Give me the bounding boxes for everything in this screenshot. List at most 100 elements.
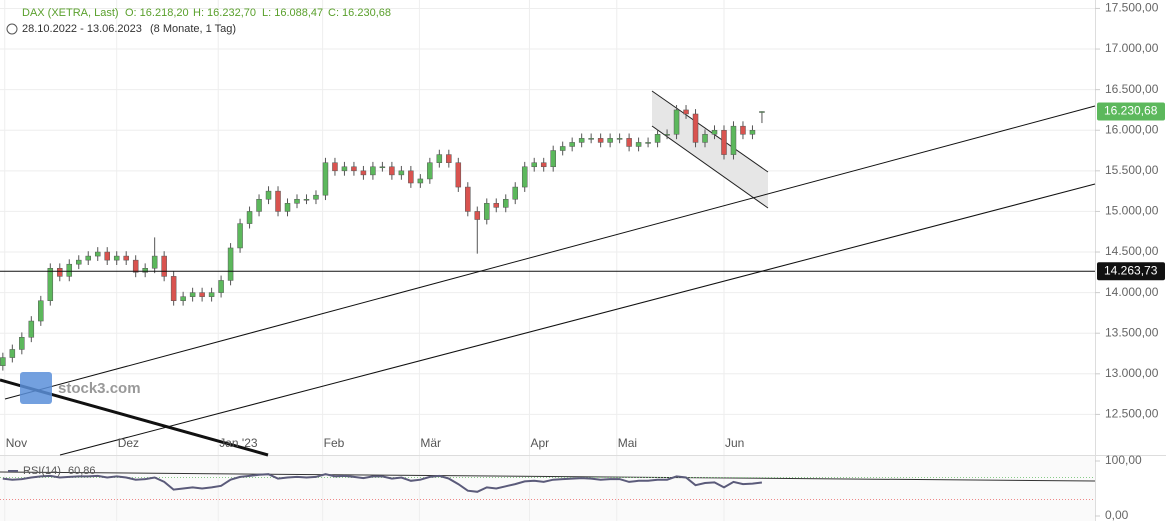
- y-tick-label: 13.000,00: [1105, 366, 1159, 380]
- candle-body: [189, 292, 196, 297]
- candle-body: [654, 134, 661, 143]
- candle-body: [635, 142, 642, 147]
- rsi-tick-label: 100,00: [1105, 453, 1142, 467]
- candle-body: [740, 125, 746, 135]
- candle-body: [85, 255, 91, 261]
- candle-body: [597, 138, 604, 143]
- trend-line: [651, 90, 769, 173]
- candle-body: [76, 259, 82, 265]
- candle-body: [465, 186, 471, 212]
- x-tick-label: Mär: [420, 436, 441, 450]
- y-tick-label: 16.500,00: [1105, 82, 1159, 96]
- candle-body: [199, 292, 205, 297]
- candle-body: [161, 255, 167, 277]
- candle-body: [427, 162, 433, 180]
- candle-body: [360, 170, 367, 176]
- y-tick-label: 17.500,00: [1105, 1, 1159, 15]
- candle-body: [673, 109, 680, 135]
- candle-body: [0, 357, 6, 366]
- candle-body: [170, 276, 177, 301]
- x-tick-label: Nov: [6, 436, 27, 450]
- last-price-box: [1097, 102, 1165, 121]
- candle-body: [94, 251, 101, 257]
- candle-body: [104, 251, 110, 261]
- candle-body: [559, 146, 566, 151]
- candle-body: [702, 134, 708, 143]
- rsi-tick-label: 0,00: [1105, 508, 1129, 521]
- candle-body: [294, 198, 300, 204]
- candle-body: [521, 166, 528, 188]
- trend-line: [651, 125, 769, 209]
- candle-body: [332, 162, 338, 172]
- watermark: stock3.com: [58, 380, 141, 397]
- candle-body: [284, 203, 291, 212]
- header-range: 28.10.2022 - 13.06.2023: [22, 23, 142, 35]
- y-tick-label: 12.500,00: [1105, 407, 1159, 421]
- x-tick-label: Feb: [324, 436, 345, 450]
- header-low: L: 16.088,47: [262, 7, 323, 19]
- x-tick-label: Dez: [118, 436, 139, 450]
- candle-body: [683, 109, 689, 115]
- candle-body: [502, 198, 509, 208]
- candle-body: [531, 162, 537, 168]
- candle-body: [692, 113, 699, 143]
- candle-body: [66, 263, 73, 277]
- candle-body: [227, 247, 234, 281]
- candle-body: [237, 223, 243, 249]
- candle-body: [645, 142, 651, 144]
- candle-body: [208, 292, 215, 297]
- rsi-last: 60,86: [68, 465, 96, 477]
- candle-body: [303, 198, 310, 201]
- candle-body: [28, 320, 35, 338]
- candle-body: [446, 154, 452, 163]
- header-open: O: 16.218,20: [125, 7, 189, 19]
- candle-body: [664, 134, 670, 136]
- candle-body: [132, 259, 139, 273]
- x-tick-label: Jan '23: [219, 436, 258, 450]
- candle-body: [588, 138, 594, 140]
- candle-body: [578, 138, 585, 143]
- last-price-label: 16.230,68: [1104, 104, 1158, 118]
- candle-body: [711, 129, 718, 135]
- y-tick-label: 15.000,00: [1105, 204, 1159, 218]
- candle-body: [512, 186, 518, 200]
- candle-body: [455, 162, 462, 188]
- candle-body: [38, 300, 44, 322]
- candle-body: [370, 166, 376, 176]
- y-tick-label: 16.000,00: [1105, 122, 1159, 136]
- header-duration: (8 Monate, 1 Tag): [150, 23, 236, 35]
- y-tick-label: 17.000,00: [1105, 41, 1159, 55]
- candle-body: [540, 162, 547, 168]
- candle-body: [408, 170, 414, 184]
- candle-body: [180, 296, 186, 301]
- trend-line: [59, 183, 1096, 456]
- hline-label-box: [1097, 262, 1165, 281]
- candle-body: [730, 125, 737, 155]
- candle-body: [151, 255, 158, 269]
- candle-body: [9, 349, 16, 358]
- candle-body: [341, 166, 348, 172]
- candle-body: [246, 211, 253, 224]
- candle-body: [759, 111, 765, 113]
- grid: [0, 0, 1095, 521]
- candle-body: [474, 211, 481, 220]
- header-high: H: 16.232,70: [193, 7, 256, 19]
- candle-body: [218, 280, 224, 293]
- candle-body: [113, 255, 120, 261]
- x-tick-label: Jun: [725, 436, 744, 450]
- candle-body: [398, 170, 405, 176]
- candle-body: [265, 190, 272, 200]
- channel: [652, 91, 768, 208]
- candle-body: [484, 203, 490, 220]
- y-tick-label: 15.500,00: [1105, 163, 1159, 177]
- x-tick-label: Mai: [618, 436, 637, 450]
- trend-line: [4, 105, 1096, 400]
- header-close: C: 16.230,68: [328, 7, 391, 19]
- candle-body: [607, 138, 613, 143]
- candle-body: [749, 129, 756, 135]
- y-tick-label: 14.000,00: [1105, 285, 1159, 299]
- candle-body: [721, 129, 727, 155]
- rsi-panel: [0, 456, 1095, 521]
